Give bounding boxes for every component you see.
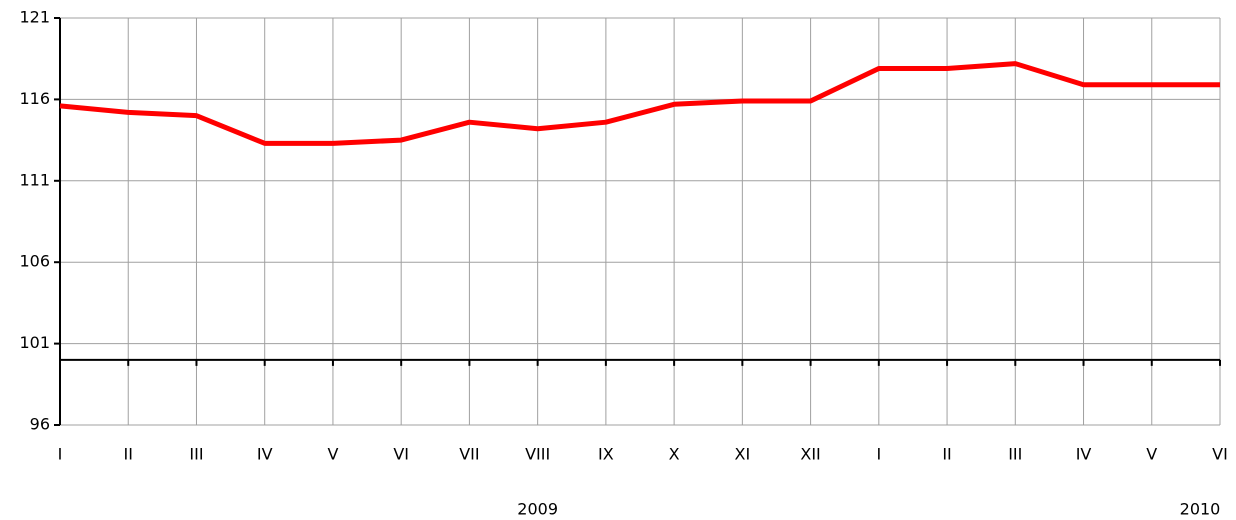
x-tick-label: XII: [800, 445, 820, 464]
x-tick-label: VII: [459, 445, 479, 464]
y-tick-label: 96: [30, 415, 50, 434]
x-tick-label: XI: [735, 445, 751, 464]
x-tick-label: VI: [1212, 445, 1228, 464]
x-tick-label: II: [124, 445, 133, 464]
x-tick-label: IV: [257, 445, 273, 464]
x-tick-label: VI: [393, 445, 409, 464]
year-label: 2009: [517, 500, 558, 519]
x-tick-label: IV: [1076, 445, 1092, 464]
x-tick-label: II: [942, 445, 951, 464]
x-tick-label: III: [189, 445, 203, 464]
x-tick-label: IX: [598, 445, 614, 464]
x-tick-label: I: [58, 445, 63, 464]
y-tick-label: 116: [19, 89, 50, 108]
data-line: [59, 61, 1220, 146]
y-tick-label: 111: [19, 170, 50, 189]
year-label: 2010: [1180, 500, 1221, 519]
x-tick-label: V: [327, 445, 338, 464]
y-tick-label: 121: [19, 8, 50, 27]
y-tick-label: 101: [19, 333, 50, 352]
x-tick-label: X: [669, 445, 680, 464]
x-tick-label: III: [1008, 445, 1022, 464]
x-tick-label: VIII: [525, 445, 550, 464]
y-tick-label: 106: [19, 252, 50, 271]
x-tick-label: V: [1146, 445, 1157, 464]
x-tick-label: I: [876, 445, 881, 464]
